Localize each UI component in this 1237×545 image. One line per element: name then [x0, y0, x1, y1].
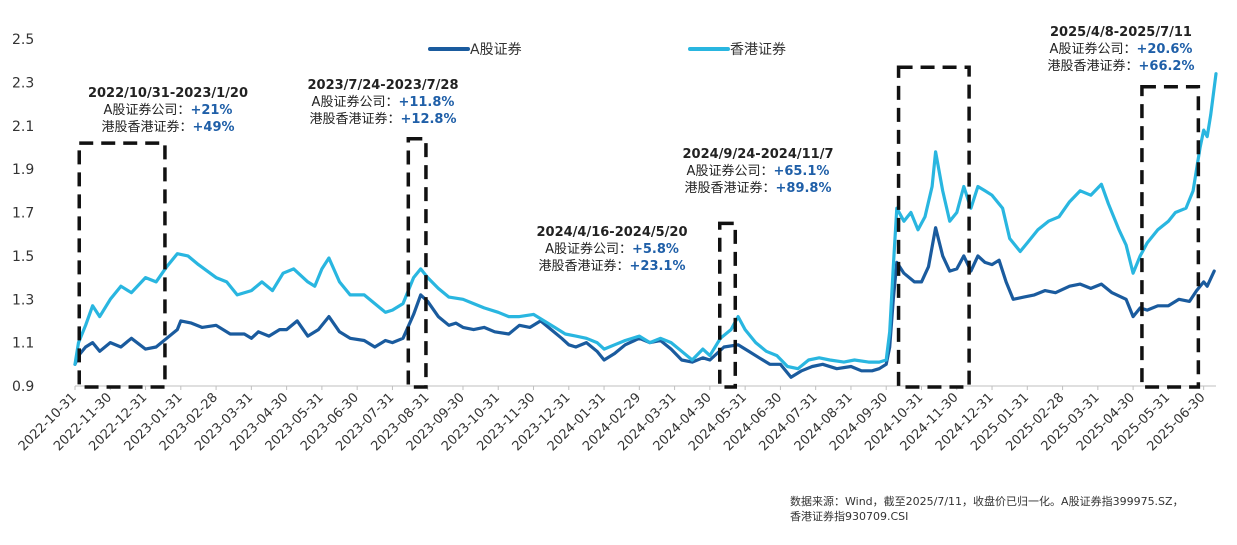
highlight-box — [896, 65, 971, 389]
highlight-box — [1140, 84, 1201, 389]
annotation-a-value: +5.8% — [632, 242, 679, 257]
y-tick-label: 1.3 — [12, 292, 34, 308]
legend-label: 香港证券 — [730, 42, 786, 58]
annotation-a-value: +11.8% — [398, 95, 454, 110]
annotation-hk-line: 港股香港证券：+89.8% — [684, 180, 831, 196]
annotation-title: 2025/4/8-2025/7/11 — [1050, 25, 1192, 40]
y-tick-label: 1.7 — [12, 206, 34, 222]
annotation-hk-line: 港股香港证券：+66.2% — [1047, 58, 1194, 74]
series-line-a-share — [73, 226, 1216, 379]
y-tick-label: 1.9 — [12, 162, 34, 178]
annotation-hk-line: 港股香港证券：+49% — [101, 119, 234, 135]
y-tick-label: 2.1 — [12, 119, 34, 135]
highlight-box — [77, 141, 167, 389]
annotation-hk-value: +49% — [193, 120, 235, 135]
annotation-hk-value: +89.8% — [776, 181, 832, 196]
y-tick-label: 2.3 — [12, 75, 34, 91]
y-tick-label: 1.5 — [12, 249, 34, 265]
annotation-hk-line: 港股香港证券：+23.1% — [538, 258, 685, 274]
annotation-title: 2024/4/16-2024/5/20 — [536, 225, 687, 240]
y-tick-label: 0.9 — [12, 379, 34, 395]
annotation-a-value: +65.1% — [773, 164, 829, 179]
annotation-hk-value: +66.2% — [1139, 59, 1195, 74]
highlight-box — [717, 221, 738, 389]
annotation-hk-line: 港股香港证券：+12.8% — [309, 111, 456, 127]
annotation-a-line: A股证券公司：+21% — [104, 102, 233, 118]
annotation-a-line: A股证券公司：+11.8% — [312, 94, 455, 110]
annotation-a-value: +20.6% — [1136, 42, 1192, 57]
annotation-title: 2024/9/24-2024/11/7 — [682, 147, 833, 162]
legend-label: A股证券 — [470, 42, 522, 58]
series-line-hk — [73, 72, 1218, 371]
annotation-hk-value: +23.1% — [630, 259, 686, 274]
annotation-title: 2023/7/24-2023/7/28 — [307, 78, 458, 93]
annotation-a-value: +21% — [190, 103, 232, 118]
annotation-title: 2022/10/31-2023/1/20 — [88, 86, 248, 101]
y-tick-label: 1.1 — [12, 336, 34, 352]
highlight-box — [406, 137, 428, 389]
y-tick-label: 2.5 — [12, 32, 34, 48]
source-note: 数据来源：Wind，截至2025/7/11，收盘价已归一化。A股证券指39997… — [790, 495, 1184, 523]
annotation-a-line: A股证券公司：+20.6% — [1050, 41, 1193, 57]
annotation-a-line: A股证券公司：+65.1% — [687, 163, 830, 179]
annotation-a-line: A股证券公司：+5.8% — [545, 241, 679, 257]
annotation-hk-value: +12.8% — [401, 112, 457, 127]
